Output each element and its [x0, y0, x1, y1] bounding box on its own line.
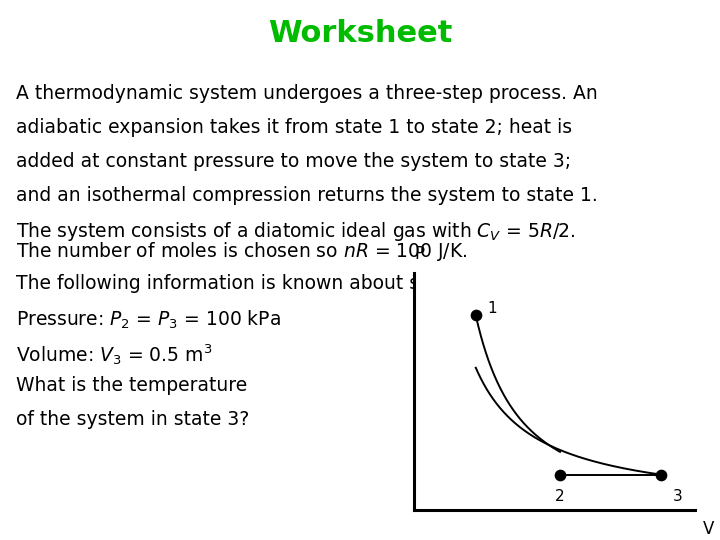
Text: adiabatic expansion takes it from state 1 to state 2; heat is: adiabatic expansion takes it from state … — [16, 118, 572, 137]
Text: A thermodynamic system undergoes a three-step process. An: A thermodynamic system undergoes a three… — [16, 84, 598, 103]
Text: P: P — [415, 245, 425, 263]
Text: 3: 3 — [673, 489, 683, 503]
Text: The system consists of a diatomic ideal gas with $C_V$ = 5$R$/2.: The system consists of a diatomic ideal … — [16, 220, 575, 243]
Text: V: V — [703, 520, 714, 538]
Text: Volume: $V_3$ = 0.5 m$^3$: Volume: $V_3$ = 0.5 m$^3$ — [16, 342, 212, 367]
Text: Worksheet: Worksheet — [268, 19, 452, 48]
Text: The following information is known about states 2 and 3.: The following information is known about… — [16, 274, 549, 293]
Point — [655, 470, 667, 479]
Text: Pressure: $P_2$ = $P_3$ = 100 kPa: Pressure: $P_2$ = $P_3$ = 100 kPa — [16, 308, 281, 330]
Text: added at constant pressure to move the system to state 3;: added at constant pressure to move the s… — [16, 152, 571, 171]
Text: The number of moles is chosen so $nR$ = 100 J/K.: The number of moles is chosen so $nR$ = … — [16, 240, 467, 264]
Text: and an isothermal compression returns the system to state 1.: and an isothermal compression returns th… — [16, 186, 598, 205]
Text: 1: 1 — [488, 301, 498, 316]
Text: of the system in state 3?: of the system in state 3? — [16, 410, 249, 429]
Text: 2: 2 — [555, 489, 564, 503]
Point — [470, 311, 482, 320]
Point — [554, 470, 566, 479]
Text: What is the temperature: What is the temperature — [16, 376, 247, 395]
